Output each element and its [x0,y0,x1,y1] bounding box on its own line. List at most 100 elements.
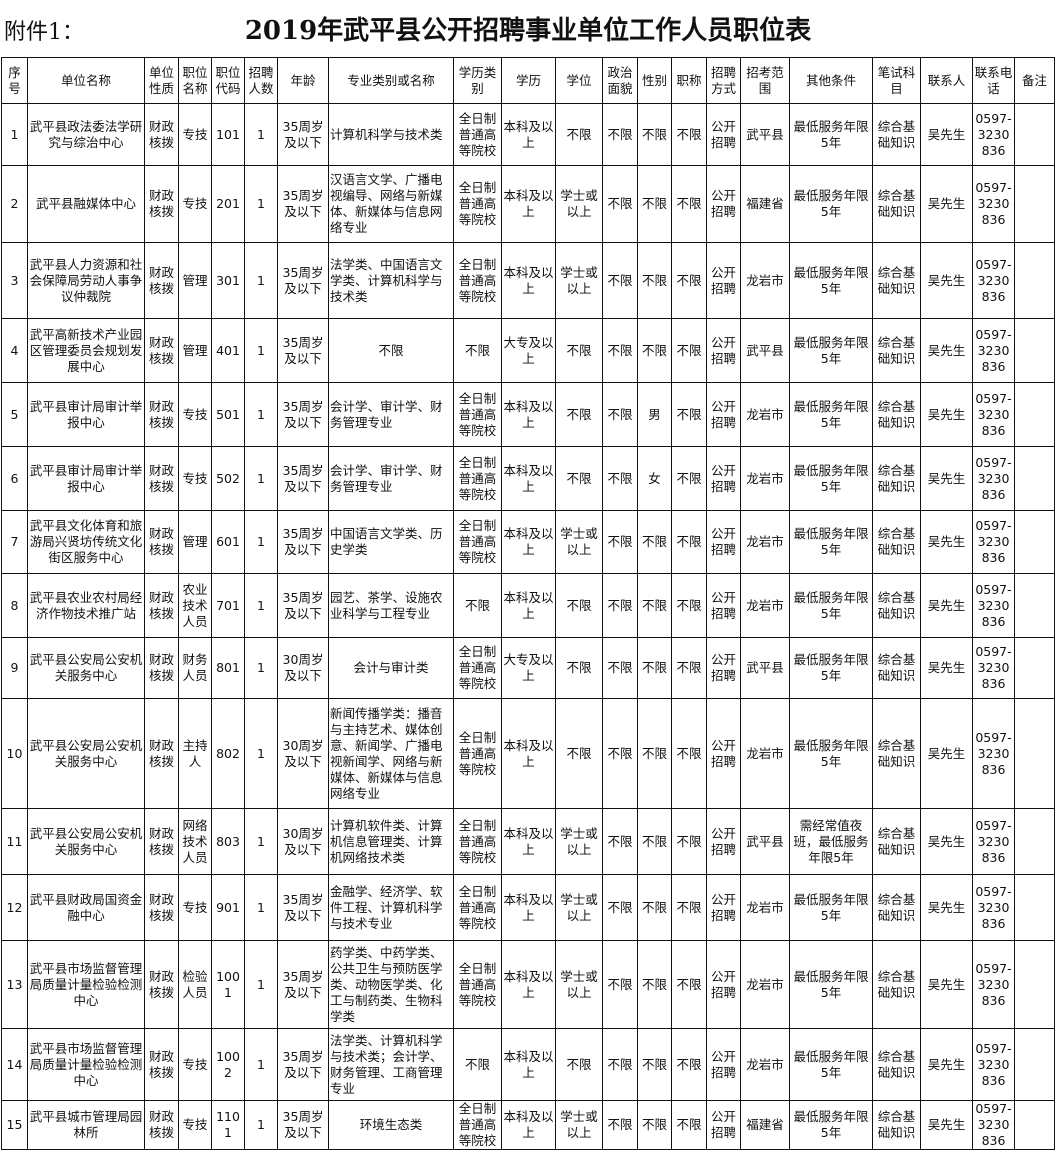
cell-18: 吴先生 [920,874,973,941]
cell-12: 不限 [637,808,672,875]
cell-11: 不限 [602,940,638,1029]
cell-14: 公开招聘 [706,808,741,875]
cell-0: 1 [1,103,28,166]
cell-8: 全日制普通高等院校 [453,940,502,1029]
cell-11: 不限 [602,874,638,941]
cell-13: 不限 [671,165,707,243]
cell-10: 不限 [555,446,603,511]
cell-16: 最低服务年限5年 [789,446,873,511]
cell-9: 本科及以上 [501,1100,556,1150]
cell-14: 公开招聘 [706,698,741,809]
cell-3: 管理 [178,318,212,383]
cell-16: 最低服务年限5年 [789,103,873,166]
cell-15: 龙岩市 [740,242,790,319]
cell-18: 吴先生 [920,242,973,319]
cell-15: 福建省 [740,1100,790,1150]
cell-1: 武平县审计局审计举报中心 [27,382,145,447]
cell-2: 财政核拨 [144,874,179,941]
cell-7: 药学类、中药学类、公共卫生与预防医学类、动物医学类、化工与制药类、生物科学类 [328,940,454,1029]
cell-10: 学士或以上 [555,242,603,319]
cell-19: 0597-3230836 [972,1100,1015,1150]
cell-11: 不限 [602,637,638,699]
cell-7: 会计学、审计学、财务管理专业 [328,382,454,447]
cell-10: 学士或以上 [555,940,603,1029]
cell-15: 武平县 [740,808,790,875]
column-header: 性别 [637,57,672,104]
cell-12: 男 [637,382,672,447]
cell-6: 35周岁及以下 [277,1100,329,1150]
cell-3: 主持人 [178,698,212,809]
cell-4: 601 [211,510,245,574]
column-header: 学历 [501,57,556,104]
column-header: 招考范围 [740,57,790,104]
cell-15: 龙岩市 [740,446,790,511]
cell-5: 1 [244,165,278,243]
cell-9: 本科及以上 [501,510,556,574]
cell-16: 最低服务年限5年 [789,165,873,243]
cell-14: 公开招聘 [706,382,741,447]
cell-14: 公开招聘 [706,940,741,1029]
cell-18: 吴先生 [920,510,973,574]
cell-5: 1 [244,242,278,319]
cell-19: 0597-3230836 [972,165,1015,243]
table-row: 6 武平县审计局审计举报中心 财政核拨 专技 502 1 35周岁及以下 会计学、审计学、财务… [1,446,1055,511]
cell-14: 公开招聘 [706,874,741,941]
cell-11: 不限 [602,382,638,447]
cell-9: 本科及以上 [501,446,556,511]
cell-0: 11 [1,808,28,875]
cell-15: 武平县 [740,103,790,166]
cell-6: 30周岁及以下 [277,637,329,699]
table-row: 14 武平县市场监督管理局质量计量检验检测中心 财政核拨 专技 1002 1 35周岁及以下… [1,1028,1055,1101]
cell-0: 14 [1,1028,28,1101]
cell-14: 公开招聘 [706,165,741,243]
cell-7: 会计与审计类 [328,637,454,699]
cell-19: 0597-3230836 [972,940,1015,1029]
cell-11: 不限 [602,318,638,383]
cell-13: 不限 [671,808,707,875]
cell-13: 不限 [671,318,707,383]
cell-3: 农业技术人员 [178,573,212,638]
cell-19: 0597-3230836 [972,808,1015,875]
cell-2: 财政核拨 [144,318,179,383]
cell-11: 不限 [602,698,638,809]
cell-9: 本科及以上 [501,103,556,166]
cell-3: 专技 [178,382,212,447]
cell-9: 本科及以上 [501,1028,556,1101]
cell-18: 吴先生 [920,637,973,699]
column-header: 联系电话 [972,57,1015,104]
column-header: 学历类别 [453,57,502,104]
cell-4: 401 [211,318,245,383]
cell-1: 武平县城市管理局园林所 [27,1100,145,1150]
cell-20 [1014,165,1055,243]
cell-11: 不限 [602,446,638,511]
cell-2: 财政核拨 [144,1100,179,1150]
cell-5: 1 [244,1028,278,1101]
cell-13: 不限 [671,1028,707,1101]
cell-15: 武平县 [740,318,790,383]
cell-15: 龙岩市 [740,1028,790,1101]
cell-12: 不限 [637,242,672,319]
column-header: 单位名称 [27,57,145,104]
cell-12: 不限 [637,1100,672,1150]
cell-11: 不限 [602,808,638,875]
cell-13: 不限 [671,446,707,511]
cell-13: 不限 [671,637,707,699]
cell-3: 专技 [178,103,212,166]
cell-8: 全日制普通高等院校 [453,698,502,809]
cell-13: 不限 [671,874,707,941]
cell-7: 会计学、审计学、财务管理专业 [328,446,454,511]
cell-17: 综合基础知识 [872,698,921,809]
cell-5: 1 [244,318,278,383]
column-header: 招聘方式 [706,57,741,104]
cell-9: 本科及以上 [501,808,556,875]
cell-20 [1014,318,1055,383]
cell-13: 不限 [671,103,707,166]
cell-12: 不限 [637,165,672,243]
cell-6: 35周岁及以下 [277,382,329,447]
cell-7: 新闻传播学类：播音与主持艺术、媒体创意、新闻学、广播电视新闻学、网络与新媒体、新… [328,698,454,809]
cell-11: 不限 [602,103,638,166]
cell-1: 武平县审计局审计举报中心 [27,446,145,511]
cell-16: 最低服务年限5年 [789,637,873,699]
cell-4: 501 [211,382,245,447]
cell-1: 武平县市场监督管理局质量计量检验检测中心 [27,940,145,1029]
